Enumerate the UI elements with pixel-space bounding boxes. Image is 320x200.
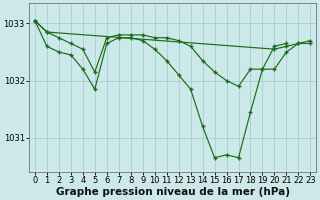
X-axis label: Graphe pression niveau de la mer (hPa): Graphe pression niveau de la mer (hPa) xyxy=(56,187,290,197)
